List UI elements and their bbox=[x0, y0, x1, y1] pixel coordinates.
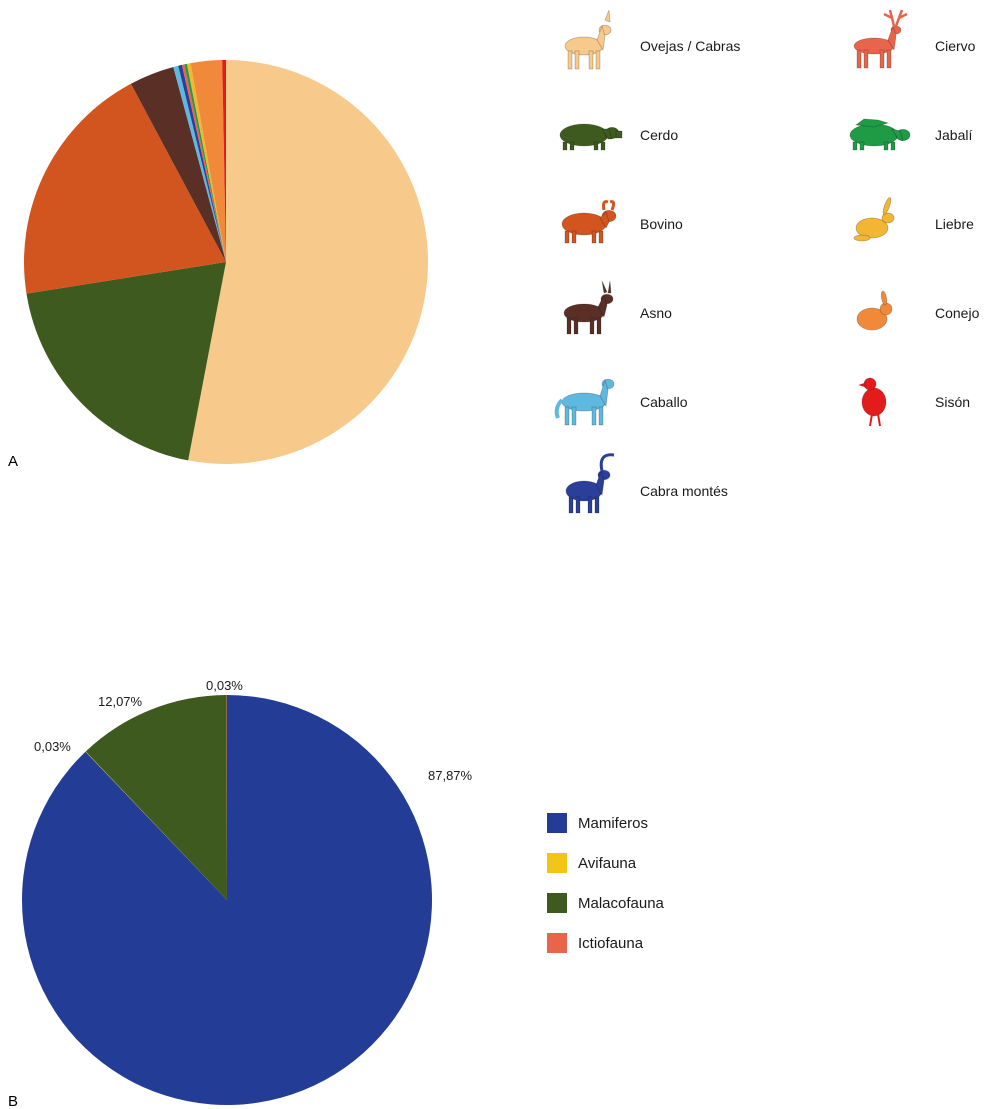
legend-a-item-asno: Asno bbox=[563, 280, 672, 335]
legend-a-item-ovejas-cabras: Ovejas / Cabras bbox=[564, 9, 740, 70]
pie-a-slice-conejo bbox=[190, 60, 226, 262]
data-labels-b: 87,87% 0,03% 12,07% 0,03% bbox=[34, 678, 473, 783]
donkey-icon bbox=[563, 280, 614, 335]
legend-a-label-ciervo: Ciervo bbox=[935, 38, 976, 54]
legend-a-label-caballo: Caballo bbox=[640, 394, 688, 410]
legend-a-item-sison: Sisón bbox=[857, 377, 970, 427]
boar-icon bbox=[849, 118, 911, 151]
horse-icon bbox=[554, 378, 615, 426]
pie-a-slice-asno bbox=[130, 66, 226, 262]
legend-b-swatch-avifauna bbox=[547, 853, 567, 873]
sheep-goat-icon bbox=[564, 9, 612, 70]
pie-a-slice-liebre bbox=[186, 63, 226, 262]
data-label-ictiofauna: 0,03% bbox=[206, 678, 243, 693]
pie-a-slice-caballo bbox=[173, 65, 226, 262]
legend-a-item-jabali: Jabalí bbox=[849, 118, 972, 151]
legend-b-item-malacofauna: Malacofauna bbox=[547, 893, 665, 913]
panel-label-b: B bbox=[8, 1093, 18, 1109]
legend-a-label-sison: Sisón bbox=[935, 394, 970, 410]
legend-a-label-cerdo: Cerdo bbox=[640, 127, 678, 143]
legend-b-label-avifauna: Avifauna bbox=[578, 855, 637, 872]
legend-a-item-cerdo: Cerdo bbox=[559, 123, 678, 151]
pie-a-slice-sison bbox=[222, 60, 226, 262]
data-label-malacofauna: 12,07% bbox=[98, 694, 143, 709]
legend-b-item-avifauna: Avifauna bbox=[547, 853, 637, 873]
legend-a-label-asno: Asno bbox=[640, 305, 672, 321]
pie-chart-b bbox=[21, 695, 432, 1106]
pie-chart-a bbox=[23, 60, 429, 464]
legend-b-label-ictiofauna: Ictiofauna bbox=[578, 935, 644, 952]
data-label-mamiferos: 87,87% bbox=[428, 768, 473, 783]
legend-a-label-ovejas-cabras: Ovejas / Cabras bbox=[640, 38, 740, 54]
legend-b: Mamiferos Avifauna Malacofauna Ictiofauna bbox=[547, 813, 665, 953]
ibex-icon bbox=[565, 453, 615, 514]
legend-b-label-malacofauna: Malacofauna bbox=[578, 895, 665, 912]
pie-a-slice-ovejas-cabras bbox=[188, 60, 429, 464]
legend-a-item-caballo: Caballo bbox=[554, 378, 688, 426]
legend-a-item-ciervo: Ciervo bbox=[853, 9, 976, 69]
deer-icon bbox=[853, 9, 908, 69]
rabbit-icon bbox=[856, 290, 893, 331]
legend-a-item-cabra-montes: Cabra montés bbox=[565, 453, 728, 514]
pie-b-slice-avifauna bbox=[85, 751, 227, 900]
bustard-icon bbox=[857, 377, 887, 427]
pie-b-slice-malacofauna bbox=[85, 695, 228, 900]
legend-a-label-liebre: Liebre bbox=[935, 216, 974, 232]
legend-b-swatch-malacofauna bbox=[547, 893, 567, 913]
legend-a-item-liebre: Liebre bbox=[853, 197, 974, 242]
legend-a-label-cabra-montes: Cabra montés bbox=[640, 483, 728, 499]
legend-b-item-ictiofauna: Ictiofauna bbox=[547, 933, 644, 953]
pie-a-slice-jabali bbox=[184, 63, 226, 262]
pie-a-slice-cabra-montes bbox=[178, 64, 226, 263]
pie-b-slice-mamiferos bbox=[21, 695, 432, 1106]
legend-a-item-bovino: Bovino bbox=[561, 200, 683, 244]
pie-a-slice-ciervo bbox=[181, 64, 226, 262]
panel-label-a: A bbox=[8, 453, 18, 470]
legend-b-swatch-mamiferos bbox=[547, 813, 567, 833]
data-label-avifauna: 0,03% bbox=[34, 739, 71, 754]
legend-b-item-mamiferos: Mamiferos bbox=[547, 813, 648, 833]
bull-icon bbox=[561, 200, 617, 244]
legend-b-swatch-ictiofauna bbox=[547, 933, 567, 953]
legend-a: Ovejas / Cabras Cerdo Bovino Asno Caballo Cab… bbox=[554, 9, 980, 514]
legend-a-label-bovino: Bovino bbox=[640, 216, 683, 232]
pie-a-slice-cerdo bbox=[26, 262, 227, 461]
legend-a-item-conejo: Conejo bbox=[856, 290, 980, 331]
legend-a-label-jabali: Jabalí bbox=[935, 127, 972, 143]
hare-icon bbox=[853, 197, 895, 242]
legend-a-label-conejo: Conejo bbox=[935, 305, 980, 321]
legend-b-label-mamiferos: Mamiferos bbox=[578, 815, 648, 832]
pig-icon bbox=[559, 123, 623, 151]
pie-a-slice-bovino bbox=[23, 83, 227, 294]
